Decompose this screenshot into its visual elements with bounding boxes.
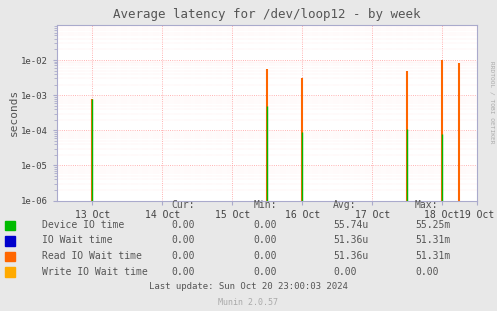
Text: 55.74u: 55.74u bbox=[333, 220, 368, 230]
Text: Device IO time: Device IO time bbox=[42, 220, 124, 230]
Text: Min:: Min: bbox=[253, 200, 277, 210]
Text: Last update: Sun Oct 20 23:00:03 2024: Last update: Sun Oct 20 23:00:03 2024 bbox=[149, 282, 348, 291]
Text: 51.36u: 51.36u bbox=[333, 235, 368, 245]
Text: 51.31m: 51.31m bbox=[415, 235, 450, 245]
Text: Read IO Wait time: Read IO Wait time bbox=[42, 251, 142, 261]
Text: 55.25m: 55.25m bbox=[415, 220, 450, 230]
Text: Cur:: Cur: bbox=[171, 200, 195, 210]
Text: 0.00: 0.00 bbox=[171, 235, 195, 245]
Y-axis label: seconds: seconds bbox=[8, 89, 18, 136]
Text: 0.00: 0.00 bbox=[171, 220, 195, 230]
Text: 0.00: 0.00 bbox=[333, 267, 356, 276]
Text: 0.00: 0.00 bbox=[415, 267, 438, 276]
Text: Write IO Wait time: Write IO Wait time bbox=[42, 267, 148, 276]
Text: 51.36u: 51.36u bbox=[333, 251, 368, 261]
Title: Average latency for /dev/loop12 - by week: Average latency for /dev/loop12 - by wee… bbox=[113, 8, 421, 21]
Text: 0.00: 0.00 bbox=[253, 220, 277, 230]
Text: 0.00: 0.00 bbox=[253, 267, 277, 276]
Text: 0.00: 0.00 bbox=[253, 251, 277, 261]
Text: RRDTOOL / TOBI OETIKER: RRDTOOL / TOBI OETIKER bbox=[490, 61, 495, 144]
Text: 0.00: 0.00 bbox=[171, 251, 195, 261]
Text: Max:: Max: bbox=[415, 200, 438, 210]
Text: Munin 2.0.57: Munin 2.0.57 bbox=[219, 298, 278, 307]
Text: Avg:: Avg: bbox=[333, 200, 356, 210]
Text: 0.00: 0.00 bbox=[171, 267, 195, 276]
Text: IO Wait time: IO Wait time bbox=[42, 235, 113, 245]
Text: 51.31m: 51.31m bbox=[415, 251, 450, 261]
Text: 0.00: 0.00 bbox=[253, 235, 277, 245]
